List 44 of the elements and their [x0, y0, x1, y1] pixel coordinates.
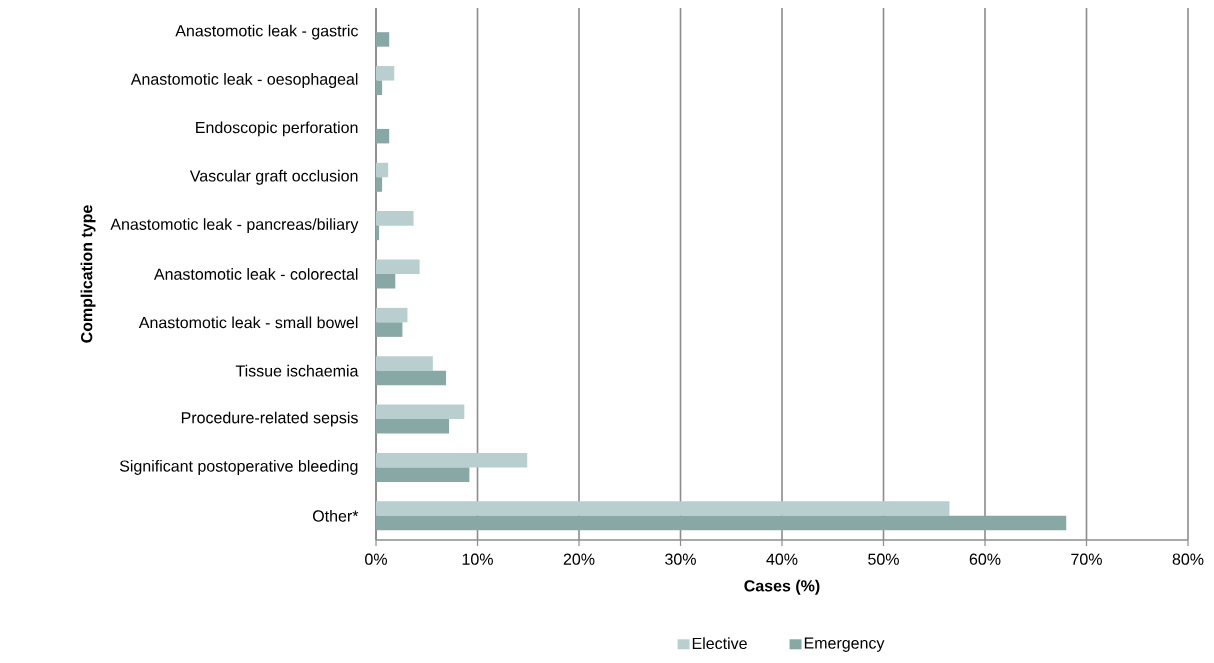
bar	[376, 356, 433, 371]
bar	[376, 66, 395, 81]
x-axis-title: Cases (%)	[744, 579, 820, 595]
bar	[376, 419, 450, 434]
bar	[376, 452, 528, 468]
legend-label: Emergency	[804, 637, 885, 652]
bar	[376, 80, 383, 96]
x-tick-label: 40%	[766, 553, 798, 565]
x-tick-label: 70%	[1071, 553, 1102, 565]
x-tick-label: 50%	[868, 553, 899, 565]
bar	[376, 515, 1067, 531]
y-tick-label: Anastomotic leak - pancreas/biliary	[110, 218, 359, 234]
bar	[376, 404, 465, 420]
bar	[376, 370, 447, 386]
bar	[376, 467, 470, 482]
bar	[376, 501, 950, 516]
x-tick-label: 0%	[365, 553, 387, 565]
bar	[376, 307, 408, 323]
y-tick-label: Anastomotic leak - colorectal	[153, 268, 358, 280]
y-tick-label: Other*	[312, 509, 359, 522]
y-axis-title: Complication type	[80, 205, 96, 343]
x-tick-label: 80%	[1172, 553, 1204, 565]
x-tick-label: 10%	[462, 553, 493, 565]
legend-label: Elective	[692, 637, 747, 650]
bar	[376, 177, 383, 192]
bar	[376, 259, 420, 274]
bar	[376, 162, 389, 178]
bar	[376, 274, 396, 289]
y-tick-label: Anastomotic leak - small bowel	[138, 316, 358, 329]
x-tick-label: 20%	[563, 553, 595, 565]
bar	[376, 211, 414, 226]
y-tick-label: Anastomotic leak - gastric	[175, 24, 359, 40]
bar	[376, 32, 390, 47]
bar	[376, 225, 380, 241]
x-tick-label: 30%	[665, 553, 696, 565]
y-tick-label: Procedure-related sepsis	[181, 411, 358, 427]
bar	[376, 128, 390, 144]
y-tick-label: Anastomotic leak - oesophageal	[130, 73, 358, 88]
y-tick-label: Significant postoperative bleeding	[119, 460, 358, 475]
bar	[376, 322, 403, 337]
y-tick-label: Vascular graft occlusion	[189, 169, 358, 185]
y-tick-label: Endoscopic perforation	[196, 121, 358, 137]
x-tick-label: 60%	[969, 553, 1001, 565]
y-tick-label: Tissue ischaemia	[235, 364, 359, 377]
